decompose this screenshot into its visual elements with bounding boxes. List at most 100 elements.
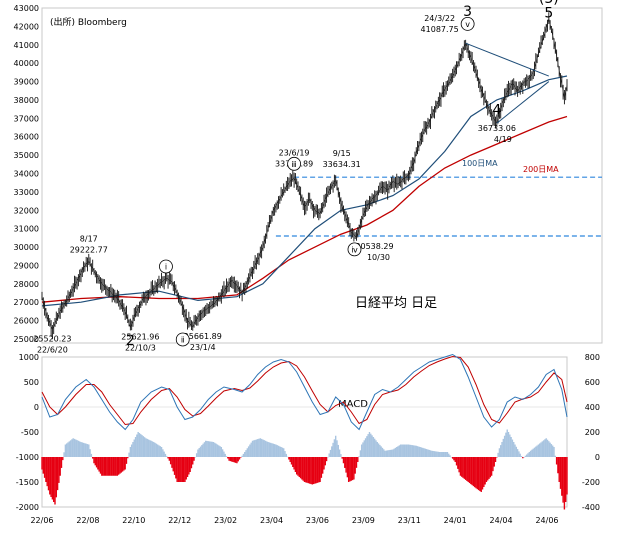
macd-histogram-bar (158, 445, 160, 457)
macd-histogram-bar (173, 457, 176, 475)
macd-histogram-bar (389, 449, 391, 457)
macd-histogram-bar (455, 457, 458, 466)
macd-histogram-bar (327, 457, 329, 458)
macd-histogram-bar (132, 442, 134, 457)
macd-histogram-bar (451, 457, 454, 459)
macd-histogram-bar (245, 450, 247, 457)
macd-histogram-bar (392, 449, 394, 457)
macd-histogram-bar (377, 443, 380, 457)
macd-histogram-bar (285, 453, 288, 457)
ma200-label: 200日MA (523, 165, 559, 174)
macd-histogram-bar (292, 457, 294, 467)
macd-histogram-bar (46, 457, 48, 487)
macd-histogram-bar (390, 449, 393, 457)
macd-histogram-bar (414, 445, 416, 457)
macd-histogram-bar (91, 457, 94, 459)
macd-right-tick-label: 400 (585, 403, 600, 412)
macd-histogram-bar (562, 457, 564, 503)
macd-histogram-bar (58, 457, 60, 483)
macd-histogram-bar (302, 457, 304, 481)
macd-histogram-bar (383, 449, 385, 457)
wave-label: ⅳ (351, 245, 358, 254)
macd-histogram-bar (303, 457, 306, 482)
macd-histogram-bar (384, 450, 386, 457)
macd-histogram-bar (541, 441, 544, 457)
macd-histogram-bar (328, 453, 330, 457)
macd-histogram-bar (201, 445, 203, 457)
macd-histogram-bar (298, 457, 301, 477)
price-y-tick-label: 27000 (14, 298, 39, 307)
annotation-date: 23/1/4 (190, 343, 216, 352)
source-label: (出所) Bloomberg (50, 16, 127, 28)
wave-label: ⅲ (292, 160, 297, 169)
macd-histogram-bar (85, 443, 87, 457)
ma100-label: 100日MA (462, 159, 498, 168)
macd-histogram-bar (427, 449, 429, 457)
macd-histogram-bar (316, 457, 319, 483)
macd-histogram-bar (233, 457, 236, 463)
macd-right-tick-label: 200 (585, 428, 600, 437)
macd-histogram-bar (364, 438, 367, 457)
macd-histogram-bar (237, 457, 239, 462)
macd-histogram-bar (289, 457, 291, 462)
x-tick-label: 22/08 (76, 516, 99, 525)
macd-histogram-bar (386, 450, 389, 457)
macd-histogram-bar (445, 452, 447, 457)
macd-histogram-bar (522, 457, 524, 459)
macd-histogram-bar (219, 446, 221, 457)
macd-histogram-bar (431, 450, 433, 457)
macd-histogram-bar (55, 457, 57, 498)
macd-histogram-bar (54, 457, 56, 505)
macd-histogram-bar (88, 444, 90, 457)
macd-left-tick-label: -2000 (16, 503, 39, 512)
wave-label: ⅴ (465, 20, 470, 29)
macd-histogram-bar (440, 452, 442, 457)
macd-histogram-bar (458, 457, 460, 473)
macd-histogram-bar (432, 450, 434, 457)
macd-histogram-bar (194, 457, 197, 458)
macd-histogram-bar (535, 446, 537, 457)
macd-histogram-bar (371, 435, 373, 457)
macd-histogram-bar (501, 442, 503, 457)
macd-histogram-bar (159, 446, 161, 457)
macd-histogram-bar (424, 448, 427, 457)
macd-right-tick-label: -400 (582, 503, 600, 512)
macd-histogram-bar (125, 457, 128, 464)
macd-histogram-bar (120, 457, 122, 473)
macd-histogram-bar (51, 457, 54, 500)
macd-histogram-bar (264, 440, 267, 457)
macd-histogram-bar (331, 446, 333, 457)
trendline (496, 81, 550, 124)
macd-histogram-bar (412, 445, 415, 457)
macd-histogram-bar (549, 442, 551, 457)
macd-histogram-bar (493, 457, 495, 467)
macd-histogram-bar (185, 457, 187, 480)
macd-histogram-bar (450, 457, 453, 458)
macd-histogram-bar (146, 438, 148, 457)
macd-histogram-bar (306, 457, 308, 483)
macd-histogram-bar (532, 448, 534, 457)
macd-histogram-bar (401, 444, 403, 457)
macd-histogram-bar (251, 440, 254, 457)
macd-histogram-bar (275, 444, 277, 457)
macd-histogram-bar (548, 441, 550, 457)
macd-histogram-bar (296, 457, 298, 475)
price-y-tick-label: 31000 (14, 225, 39, 234)
ma-labels: 100日MA 200日MA (462, 159, 559, 174)
macd-histogram-bar (93, 457, 95, 464)
macd-histogram-bar (216, 444, 219, 457)
macd-left-tick-label: 0 (34, 403, 39, 412)
macd-histogram-bar (340, 454, 342, 457)
macd-histogram-bar (241, 455, 243, 457)
macd-histogram-bar (123, 457, 125, 471)
macd-histogram-bar (141, 435, 143, 457)
macd-histogram-bar (184, 457, 186, 482)
macd-histogram-bar (375, 440, 377, 457)
price-chart-panel: (出所) Bloomberg 日経平均 日足 25000260002700028… (14, 0, 603, 354)
macd-histogram-bar (236, 457, 238, 464)
macd-histogram-bar (537, 444, 540, 457)
wave-label: (3) (539, 0, 559, 7)
macd-histogram-bar (492, 457, 494, 472)
macd-histogram-bar (479, 457, 481, 492)
